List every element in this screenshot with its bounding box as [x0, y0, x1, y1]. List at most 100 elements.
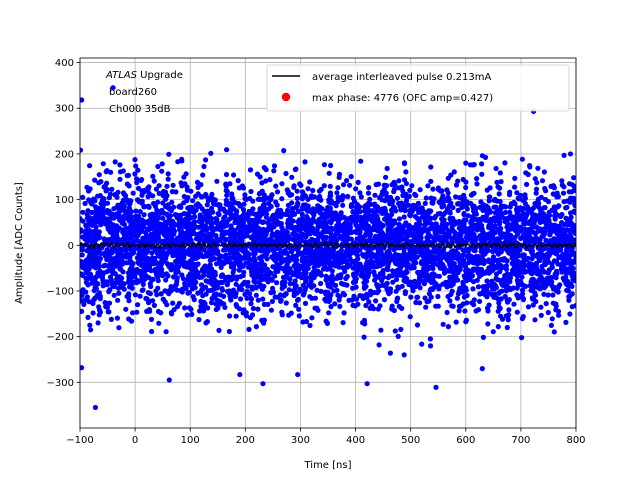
scatter-point — [527, 239, 533, 245]
scatter-point — [133, 163, 139, 169]
scatter-point — [453, 220, 459, 226]
scatter-point — [360, 265, 366, 271]
scatter-point — [425, 230, 431, 236]
scatter-point — [385, 232, 391, 238]
scatter-point — [349, 214, 355, 220]
scatter-point — [86, 197, 92, 203]
scatter-point — [173, 189, 179, 195]
scatter-point — [283, 291, 289, 297]
scatter-point — [341, 182, 347, 188]
scatter-point — [511, 265, 517, 271]
scatter-point — [411, 256, 418, 262]
scatter-point — [150, 298, 156, 304]
scatter-point — [198, 282, 205, 288]
scatter-point — [460, 176, 466, 183]
scatter-point — [475, 266, 481, 272]
scatter-point — [109, 281, 115, 287]
scatter-point — [155, 308, 162, 315]
scatter-point — [344, 178, 350, 184]
scatter-point — [366, 299, 372, 305]
scatter-point — [208, 287, 214, 293]
scatter-point — [293, 302, 299, 308]
scatter-point — [231, 172, 237, 178]
scatter-point — [170, 248, 177, 254]
scatter-point — [496, 277, 502, 283]
scatter-point — [326, 246, 332, 252]
scatter-point — [457, 266, 463, 273]
scatter-point — [545, 292, 551, 298]
scatter-point — [453, 182, 460, 188]
scatter-point — [384, 213, 390, 219]
scatter-point — [447, 298, 453, 304]
scatter-point — [248, 269, 255, 275]
scatter-point — [361, 334, 367, 340]
scatter-point — [475, 270, 481, 276]
scatter-point — [325, 204, 331, 211]
scatter-point — [370, 215, 376, 221]
scatter-point — [414, 239, 420, 245]
scatter-point — [550, 191, 556, 197]
scatter-point — [201, 215, 207, 221]
scatter-point — [365, 274, 371, 280]
scatter-point — [571, 270, 576, 276]
scatter-point — [176, 237, 182, 243]
scatter-point — [509, 255, 515, 261]
scatter-point — [506, 276, 512, 283]
scatter-point — [295, 208, 301, 214]
scatter-point — [350, 195, 356, 201]
scatter-point — [495, 251, 501, 257]
scatter-point — [394, 253, 400, 259]
scatter-point — [269, 298, 275, 304]
scatter-point — [175, 159, 181, 165]
scatter-point — [538, 312, 544, 318]
scatter-point — [131, 218, 137, 224]
scatter-point — [186, 227, 192, 233]
scatter-point — [273, 263, 280, 269]
scatter-point — [215, 281, 221, 287]
scatter-point — [324, 320, 330, 326]
scatter-point — [137, 224, 143, 231]
scatter-point — [418, 239, 424, 245]
scatter-point — [96, 304, 102, 310]
scatter-point — [294, 188, 300, 194]
scatter-point — [357, 190, 363, 196]
scatter-point — [271, 168, 277, 174]
scatter-point — [117, 169, 124, 175]
scatter-point — [519, 156, 526, 162]
scatter-point — [401, 177, 408, 183]
scatter-point — [496, 191, 502, 197]
scatter-point — [302, 249, 308, 255]
scatter-point — [460, 247, 466, 253]
scatter-point — [426, 291, 432, 297]
scatter-point — [572, 224, 576, 230]
scatter-point — [154, 292, 160, 298]
scatter-point — [213, 301, 219, 307]
scatter-point — [155, 268, 161, 274]
scatter-point — [123, 306, 129, 312]
scatter-point — [146, 203, 152, 209]
scatter-point — [418, 278, 424, 284]
scatter-point — [440, 193, 446, 199]
scatter-point — [522, 262, 528, 268]
scatter-point — [247, 291, 253, 297]
scatter-point — [106, 309, 112, 315]
scatter-point — [433, 303, 439, 309]
scatter-point — [365, 190, 372, 196]
scatter-point — [282, 279, 288, 285]
scatter-point — [492, 237, 498, 243]
scatter-point — [121, 228, 127, 234]
scatter-point — [348, 247, 354, 253]
scatter-point — [221, 301, 227, 307]
scatter-point — [214, 261, 220, 267]
scatter-point — [533, 186, 540, 192]
scatter-point — [81, 301, 87, 307]
scatter-point — [97, 193, 103, 199]
scatter-point — [303, 285, 309, 291]
scatter-point — [364, 291, 370, 298]
scatter-point — [379, 197, 385, 203]
scatter-point — [312, 230, 318, 236]
scatter-point — [504, 220, 510, 226]
scatter-point — [426, 298, 432, 304]
scatter-point — [361, 285, 367, 291]
scatter-point — [307, 294, 313, 300]
